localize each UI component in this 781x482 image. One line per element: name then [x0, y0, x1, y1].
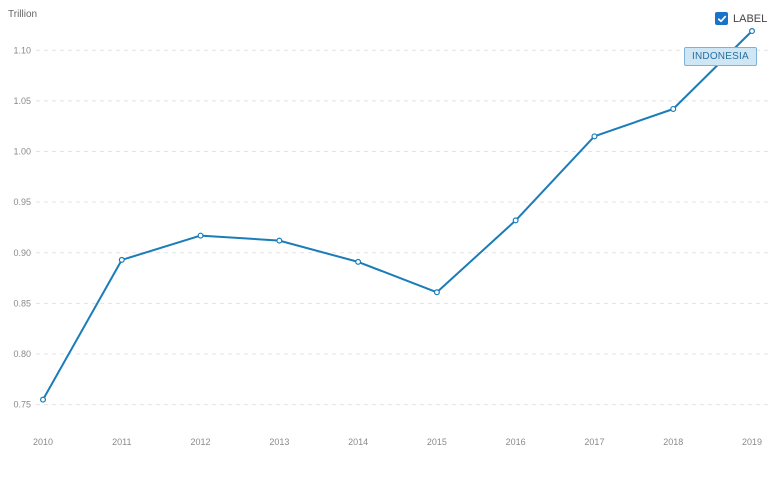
- y-tick-label: 0.80: [13, 349, 31, 359]
- data-point[interactable]: [39, 396, 46, 403]
- data-point[interactable]: [118, 256, 125, 263]
- y-axis-unit-label: Trillion: [8, 9, 37, 20]
- x-tick-label: 2011: [112, 437, 131, 447]
- gridlines: [36, 49, 772, 406]
- series-line: [42, 30, 753, 401]
- data-point[interactable]: [591, 133, 598, 140]
- y-tick-label: 1.10: [13, 45, 31, 55]
- x-tick-label: 2018: [663, 437, 683, 447]
- checkbox-checked-icon[interactable]: [715, 12, 728, 25]
- x-tick-label: 2015: [427, 437, 447, 447]
- x-tick-label: 2019: [742, 437, 762, 447]
- x-tick-label: 2016: [506, 437, 526, 447]
- series-layer: [39, 28, 755, 403]
- y-axis-ticks: 0.75 0.80 0.85 0.90 0.95 1.00 1.05 1.10: [13, 45, 31, 409]
- y-tick-label: 1.05: [13, 96, 31, 106]
- y-tick-label: 0.90: [13, 248, 31, 258]
- y-tick-label: 1.00: [13, 147, 31, 157]
- x-tick-label: 2012: [191, 437, 211, 447]
- y-tick-label: 0.85: [13, 298, 31, 308]
- data-point[interactable]: [197, 232, 204, 239]
- data-point[interactable]: [433, 289, 440, 296]
- y-tick-label: 0.75: [13, 400, 31, 410]
- label-toggle-text: LABEL: [733, 12, 768, 25]
- y-tick-label: 0.95: [13, 197, 31, 207]
- data-point[interactable]: [276, 237, 283, 244]
- label-toggle[interactable]: LABEL: [715, 12, 767, 25]
- data-point[interactable]: [670, 105, 677, 112]
- data-point[interactable]: [355, 258, 362, 265]
- x-tick-label: 2017: [584, 437, 604, 447]
- x-tick-label: 2014: [348, 437, 368, 447]
- data-point[interactable]: [748, 28, 755, 35]
- series-name-tag: INDONESIA: [684, 47, 757, 66]
- data-point[interactable]: [512, 217, 519, 224]
- x-tick-label: 2013: [269, 437, 289, 447]
- x-tick-label: 2010: [33, 437, 53, 447]
- x-axis-ticks: 2010 2011 2012 2013 2014 2015 2016 2017 2018 2019: [33, 437, 762, 447]
